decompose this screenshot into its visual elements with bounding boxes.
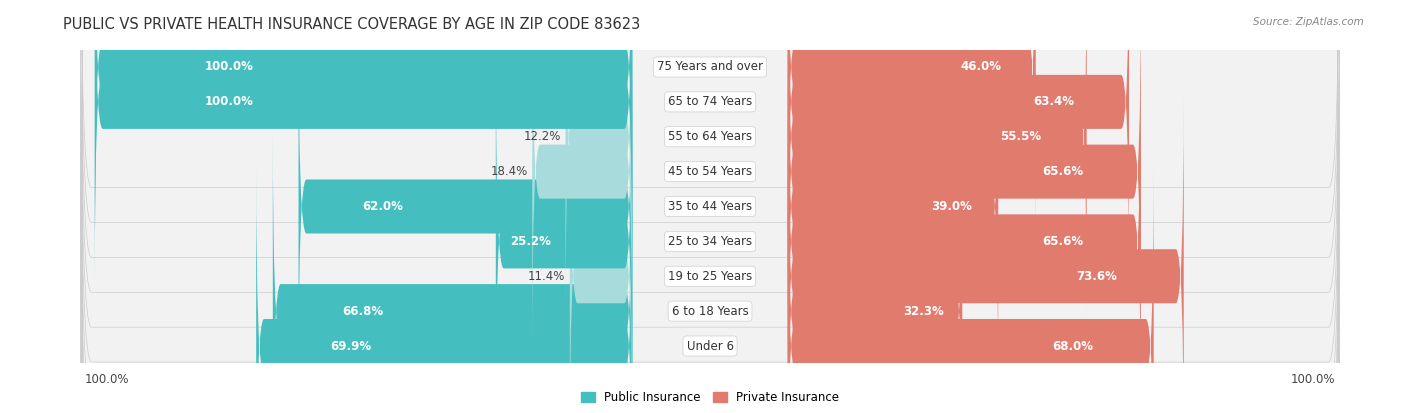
FancyBboxPatch shape (496, 59, 633, 413)
FancyBboxPatch shape (787, 0, 1140, 354)
Legend: Public Insurance, Private Insurance: Public Insurance, Private Insurance (578, 388, 842, 408)
FancyBboxPatch shape (82, 48, 1339, 365)
Text: 25 to 34 Years: 25 to 34 Years (668, 235, 752, 248)
FancyBboxPatch shape (256, 164, 633, 413)
FancyBboxPatch shape (787, 24, 998, 389)
Text: 63.4%: 63.4% (1033, 95, 1074, 108)
FancyBboxPatch shape (82, 118, 1339, 413)
FancyBboxPatch shape (82, 188, 1339, 413)
Text: 100.0%: 100.0% (205, 95, 254, 108)
Text: 39.0%: 39.0% (931, 200, 972, 213)
Text: 25.2%: 25.2% (510, 235, 551, 248)
FancyBboxPatch shape (273, 129, 633, 413)
Text: 66.8%: 66.8% (343, 305, 384, 318)
FancyBboxPatch shape (569, 94, 633, 413)
FancyBboxPatch shape (787, 0, 1129, 284)
Text: 18.4%: 18.4% (491, 165, 527, 178)
FancyBboxPatch shape (82, 0, 1339, 295)
Text: 11.4%: 11.4% (527, 270, 565, 283)
FancyBboxPatch shape (533, 0, 633, 354)
FancyBboxPatch shape (787, 59, 1140, 413)
Text: 35 to 44 Years: 35 to 44 Years (668, 200, 752, 213)
Text: 6 to 18 Years: 6 to 18 Years (672, 305, 748, 318)
Text: 100.0%: 100.0% (84, 373, 129, 386)
Text: 75 Years and over: 75 Years and over (657, 60, 763, 74)
FancyBboxPatch shape (787, 0, 1087, 319)
Text: 68.0%: 68.0% (1052, 339, 1094, 353)
FancyBboxPatch shape (298, 24, 633, 389)
Text: 73.6%: 73.6% (1076, 270, 1116, 283)
FancyBboxPatch shape (82, 153, 1339, 413)
Text: 12.2%: 12.2% (523, 130, 561, 143)
Text: 32.3%: 32.3% (903, 305, 943, 318)
Text: 65.6%: 65.6% (1042, 235, 1084, 248)
Text: 65 to 74 Years: 65 to 74 Years (668, 95, 752, 108)
FancyBboxPatch shape (787, 164, 1154, 413)
Text: 69.9%: 69.9% (330, 339, 371, 353)
FancyBboxPatch shape (94, 0, 633, 284)
Text: 62.0%: 62.0% (361, 200, 402, 213)
Text: 55 to 64 Years: 55 to 64 Years (668, 130, 752, 143)
FancyBboxPatch shape (82, 13, 1339, 330)
Text: Source: ZipAtlas.com: Source: ZipAtlas.com (1253, 17, 1364, 26)
FancyBboxPatch shape (787, 94, 1184, 413)
FancyBboxPatch shape (82, 0, 1339, 260)
Text: 46.0%: 46.0% (960, 60, 1001, 74)
FancyBboxPatch shape (787, 129, 962, 413)
Text: 65.6%: 65.6% (1042, 165, 1084, 178)
Text: PUBLIC VS PRIVATE HEALTH INSURANCE COVERAGE BY AGE IN ZIP CODE 83623: PUBLIC VS PRIVATE HEALTH INSURANCE COVER… (63, 17, 641, 31)
Text: 100.0%: 100.0% (1291, 373, 1336, 386)
Text: 45 to 54 Years: 45 to 54 Years (668, 165, 752, 178)
Text: 55.5%: 55.5% (1000, 130, 1040, 143)
Text: 19 to 25 Years: 19 to 25 Years (668, 270, 752, 283)
FancyBboxPatch shape (787, 0, 1036, 249)
FancyBboxPatch shape (82, 0, 1339, 225)
FancyBboxPatch shape (82, 83, 1339, 400)
FancyBboxPatch shape (565, 0, 633, 319)
Text: 100.0%: 100.0% (205, 60, 254, 74)
FancyBboxPatch shape (94, 0, 633, 249)
Text: Under 6: Under 6 (686, 339, 734, 353)
